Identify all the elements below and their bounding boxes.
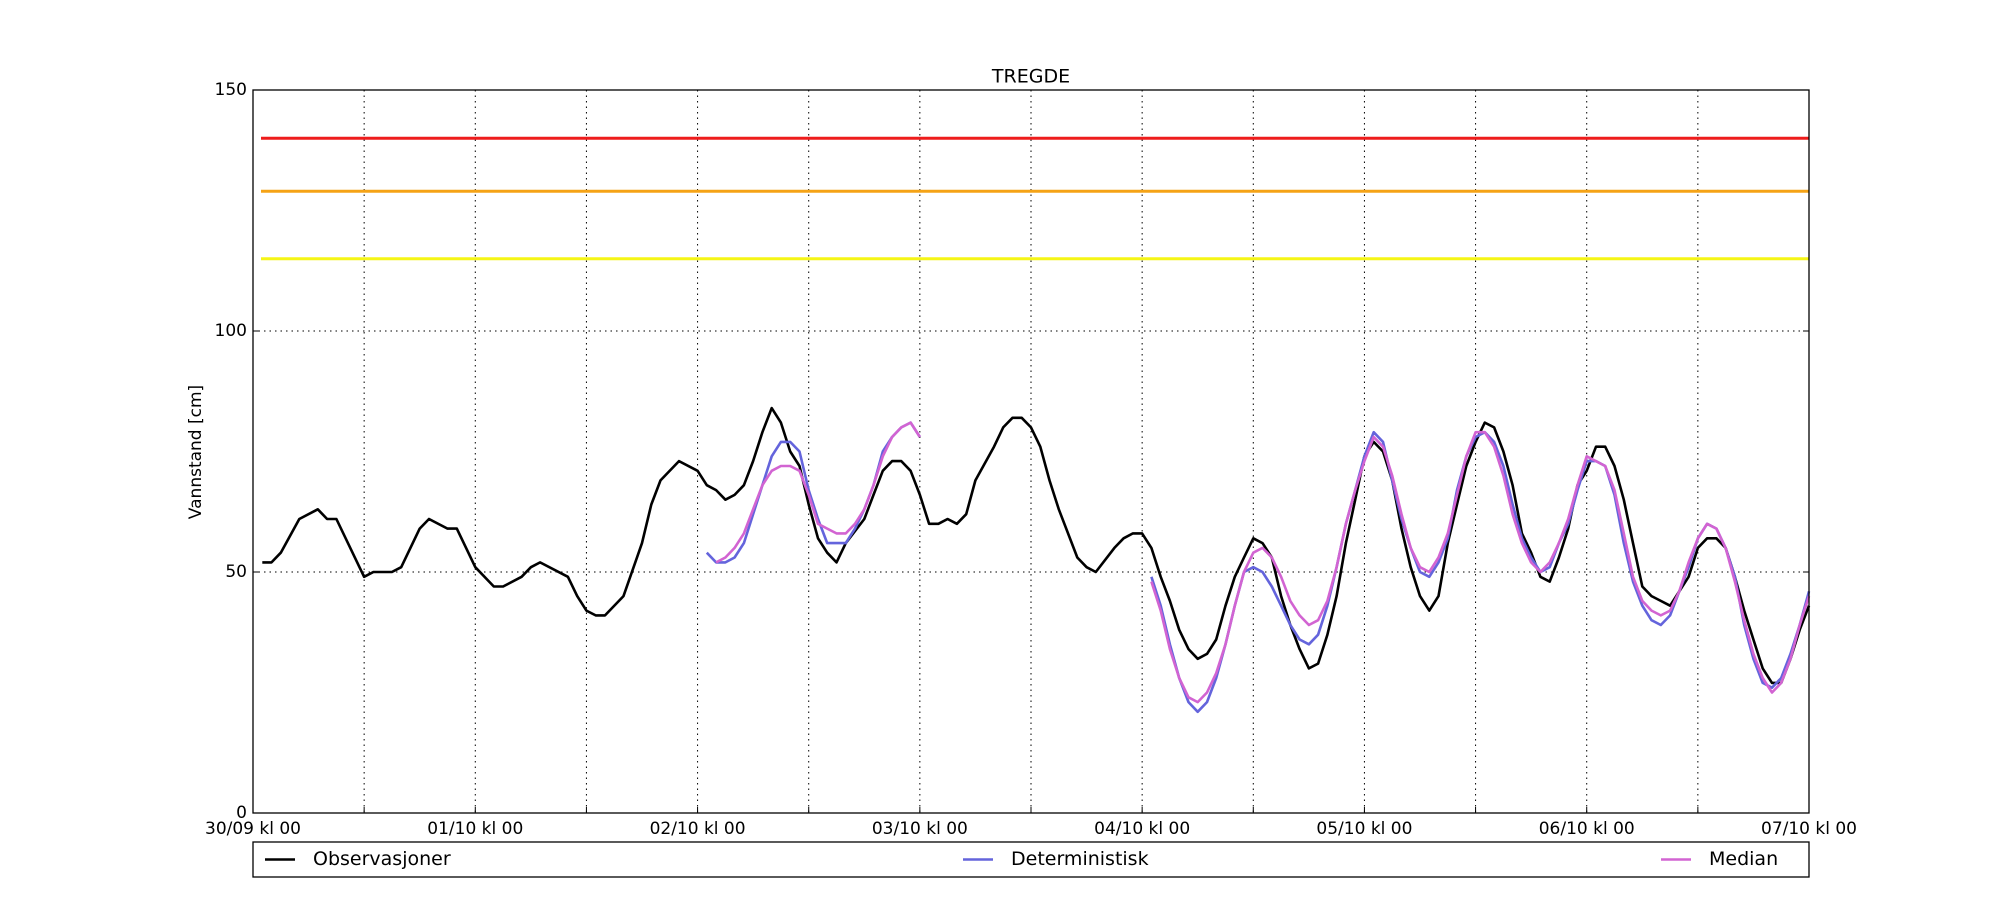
plot-frame [252, 89, 1810, 814]
y-tick-label: 50 [225, 562, 247, 582]
x-tick-label: 07/10 kl 00 [1761, 819, 1857, 839]
x-tick-label: 04/10 kl 00 [1094, 819, 1190, 839]
series-line [705, 421, 1811, 714]
series-line [715, 421, 1811, 704]
x-tick-label: 03/10 kl 00 [872, 819, 968, 839]
legend-label: Observasjoner [313, 848, 451, 870]
series-line [262, 406, 1811, 685]
legend-label: Median [1709, 848, 1778, 870]
y-axis-label: Vannstand [cm] [186, 385, 206, 519]
x-tick-label: 06/10 kl 00 [1539, 819, 1635, 839]
y-tick-label: 150 [215, 80, 247, 100]
x-tick-label: 05/10 kl 00 [1316, 819, 1412, 839]
y-tick-label: 100 [215, 321, 247, 341]
legend-box [252, 841, 1810, 878]
x-tick-label: 02/10 kl 00 [650, 819, 746, 839]
chart-title: TREGDE [991, 66, 1070, 88]
x-tick-label: 30/09 kl 00 [205, 819, 301, 839]
legend-label: Deterministisk [1011, 848, 1149, 870]
x-tick-label: 01/10 kl 00 [427, 819, 523, 839]
y-tick-label: 0 [236, 803, 247, 823]
